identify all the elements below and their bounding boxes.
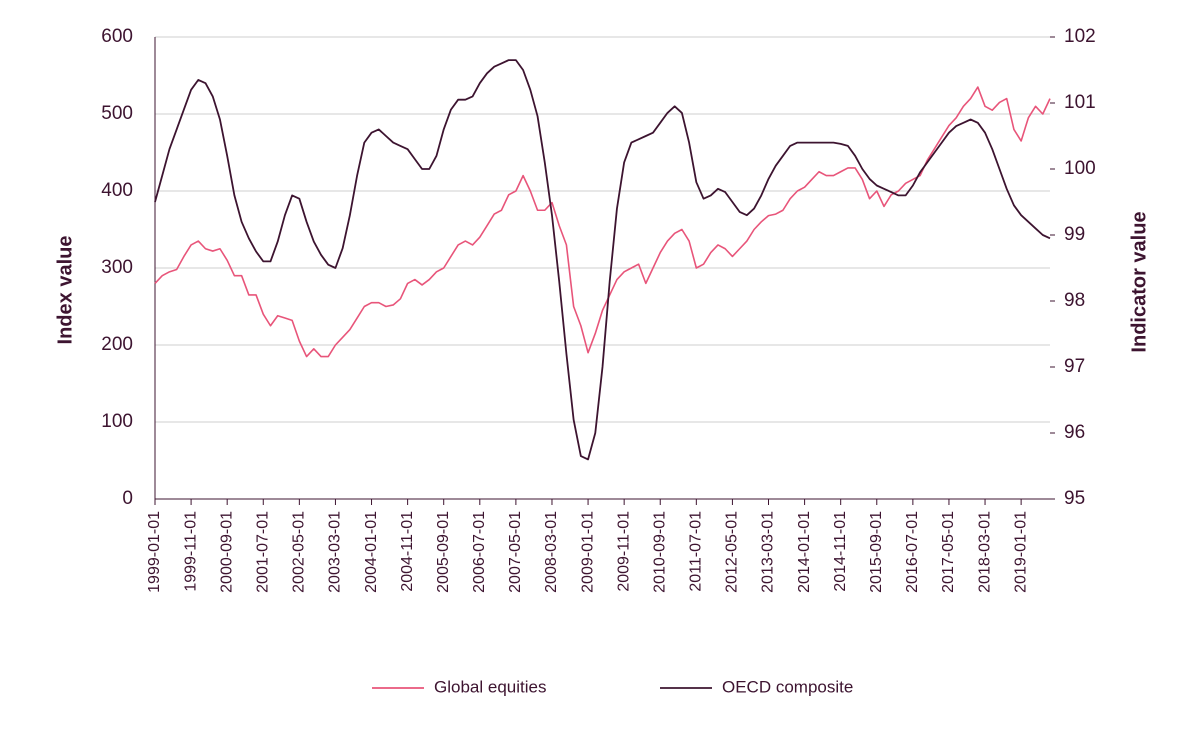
legend-label: OECD composite <box>722 677 853 696</box>
x-tick-label: 2004-11-01 <box>399 511 416 592</box>
x-tick-label: 2005-09-01 <box>435 511 452 593</box>
x-tick-label: 2019-01-01 <box>1012 511 1029 593</box>
x-tick-label: 2014-01-01 <box>796 511 813 593</box>
x-tick-label: 2007-05-01 <box>507 511 524 593</box>
x-tick-label: 2001-07-01 <box>254 511 271 593</box>
x-tick-label: 1999-11-01 <box>182 511 199 592</box>
x-tick-label: 2017-05-01 <box>940 511 957 593</box>
y-tick-label: 300 <box>101 257 133 278</box>
y-tick-label: 100 <box>101 411 133 432</box>
x-tick-label: 2003-03-01 <box>327 511 344 593</box>
y-axis-title: Index value <box>54 236 76 345</box>
legend-label: Global equities <box>434 677 546 696</box>
series-line <box>154 86 1051 358</box>
x-tick-label: 2012-05-01 <box>724 511 741 593</box>
y2-tick-label: 102 <box>1064 26 1096 47</box>
y2-tick-label: 98 <box>1064 290 1085 311</box>
x-tick-label: 2010-09-01 <box>651 511 668 593</box>
y-tick-label: 400 <box>101 180 133 201</box>
x-tick-label: 2018-03-01 <box>976 511 993 593</box>
x-tick-label: 2002-05-01 <box>291 511 308 593</box>
y2-axis-title: Indicator value <box>1128 211 1150 352</box>
x-tick-label: 2013-03-01 <box>760 511 777 593</box>
y2-tick-label: 99 <box>1064 224 1085 245</box>
y2-tick-label: 95 <box>1064 488 1085 509</box>
y2-tick-label: 100 <box>1064 158 1096 179</box>
series-line <box>154 59 1051 461</box>
x-tick-label: 2000-09-01 <box>218 511 235 593</box>
x-tick-label: 2016-07-01 <box>904 511 921 593</box>
x-tick-label: 2015-09-01 <box>868 511 885 593</box>
x-tick-label: 2009-11-01 <box>615 511 632 592</box>
y-tick-label: 500 <box>101 103 133 124</box>
y-tick-label: 0 <box>122 488 133 509</box>
x-tick-label: 2006-07-01 <box>471 511 488 593</box>
x-tick-label: 2008-03-01 <box>543 511 560 593</box>
x-tick-label: 2004-01-01 <box>363 511 380 593</box>
y-tick-label: 600 <box>101 26 133 47</box>
y-tick-label: 200 <box>101 334 133 355</box>
y2-tick-label: 101 <box>1064 92 1096 113</box>
x-tick-label: 2011-07-01 <box>688 511 705 592</box>
x-tick-label: 2009-01-01 <box>579 511 596 593</box>
y2-tick-label: 97 <box>1064 356 1085 377</box>
x-tick-label: 1999-01-01 <box>146 511 163 593</box>
x-tick-label: 2014-11-01 <box>832 511 849 592</box>
y2-tick-label: 96 <box>1064 422 1085 443</box>
